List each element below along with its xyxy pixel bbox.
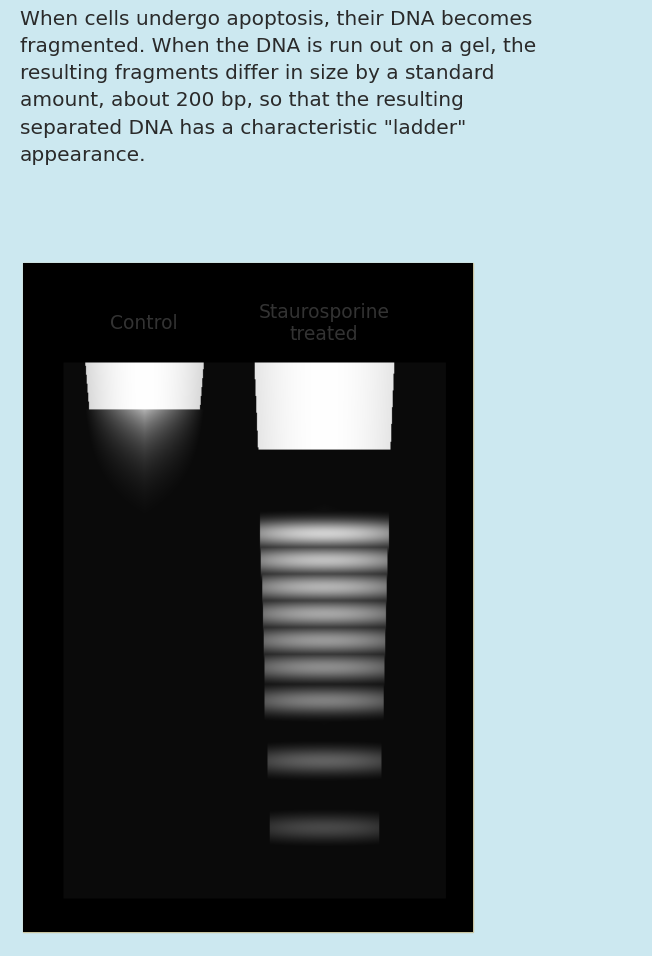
Text: Staurosporine
treated: Staurosporine treated: [259, 303, 390, 343]
Text: Control: Control: [110, 314, 178, 333]
Text: When cells undergo apoptosis, their DNA becomes
fragmented. When the DNA is run : When cells undergo apoptosis, their DNA …: [20, 10, 536, 164]
FancyBboxPatch shape: [23, 263, 473, 932]
